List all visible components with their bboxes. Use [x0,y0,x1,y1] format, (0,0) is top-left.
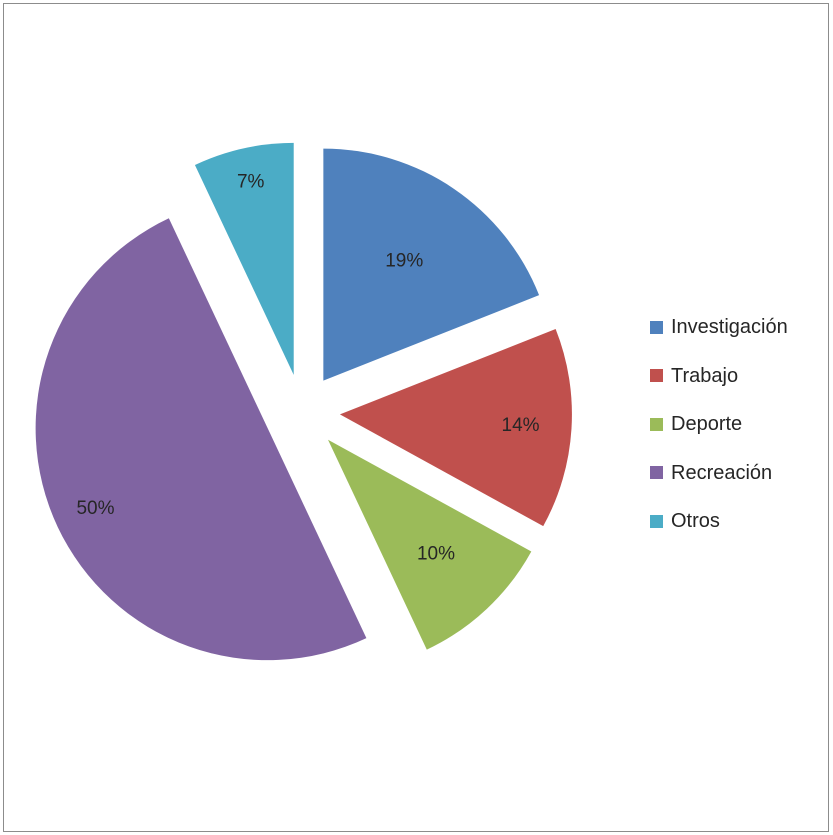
legend-swatch [650,514,663,528]
legend-label: Otros [671,510,720,532]
pie-slice-recreacion [35,218,367,661]
data-label: 10% [417,544,455,565]
legend-item-deporte: Deporte [650,408,788,440]
legend-label: Trabajo [671,364,739,387]
pie-slice-deporte [328,439,532,650]
legend-swatch [650,417,663,431]
legend-swatch [650,320,663,334]
data-label: 14% [502,415,540,436]
legend-label: Recreación [671,461,773,484]
legend-item-recreacion: Recreación [650,457,788,489]
legend-item-investigacion: Investigación [650,311,788,343]
pie-slice-trabajo [339,328,572,527]
legend-swatch [650,369,663,382]
pie-slices [35,142,572,661]
legend-label: Deporte [671,413,743,435]
legend-swatch [650,466,663,479]
data-label: 7% [237,171,265,192]
pie-slice-otros [194,142,294,375]
legend-item-otros: Otros [650,505,788,537]
data-label: 50% [76,498,114,519]
legend: Investigación Trabajo Deporte Recreación… [650,311,788,554]
pie-data-labels: 19% 14% 10% 50% 7% [76,171,539,564]
pie-slice-investigacion [323,148,540,381]
data-label: 19% [385,251,423,272]
legend-item-trabajo: Trabajo [650,360,788,392]
legend-label: Investigación [671,316,788,338]
